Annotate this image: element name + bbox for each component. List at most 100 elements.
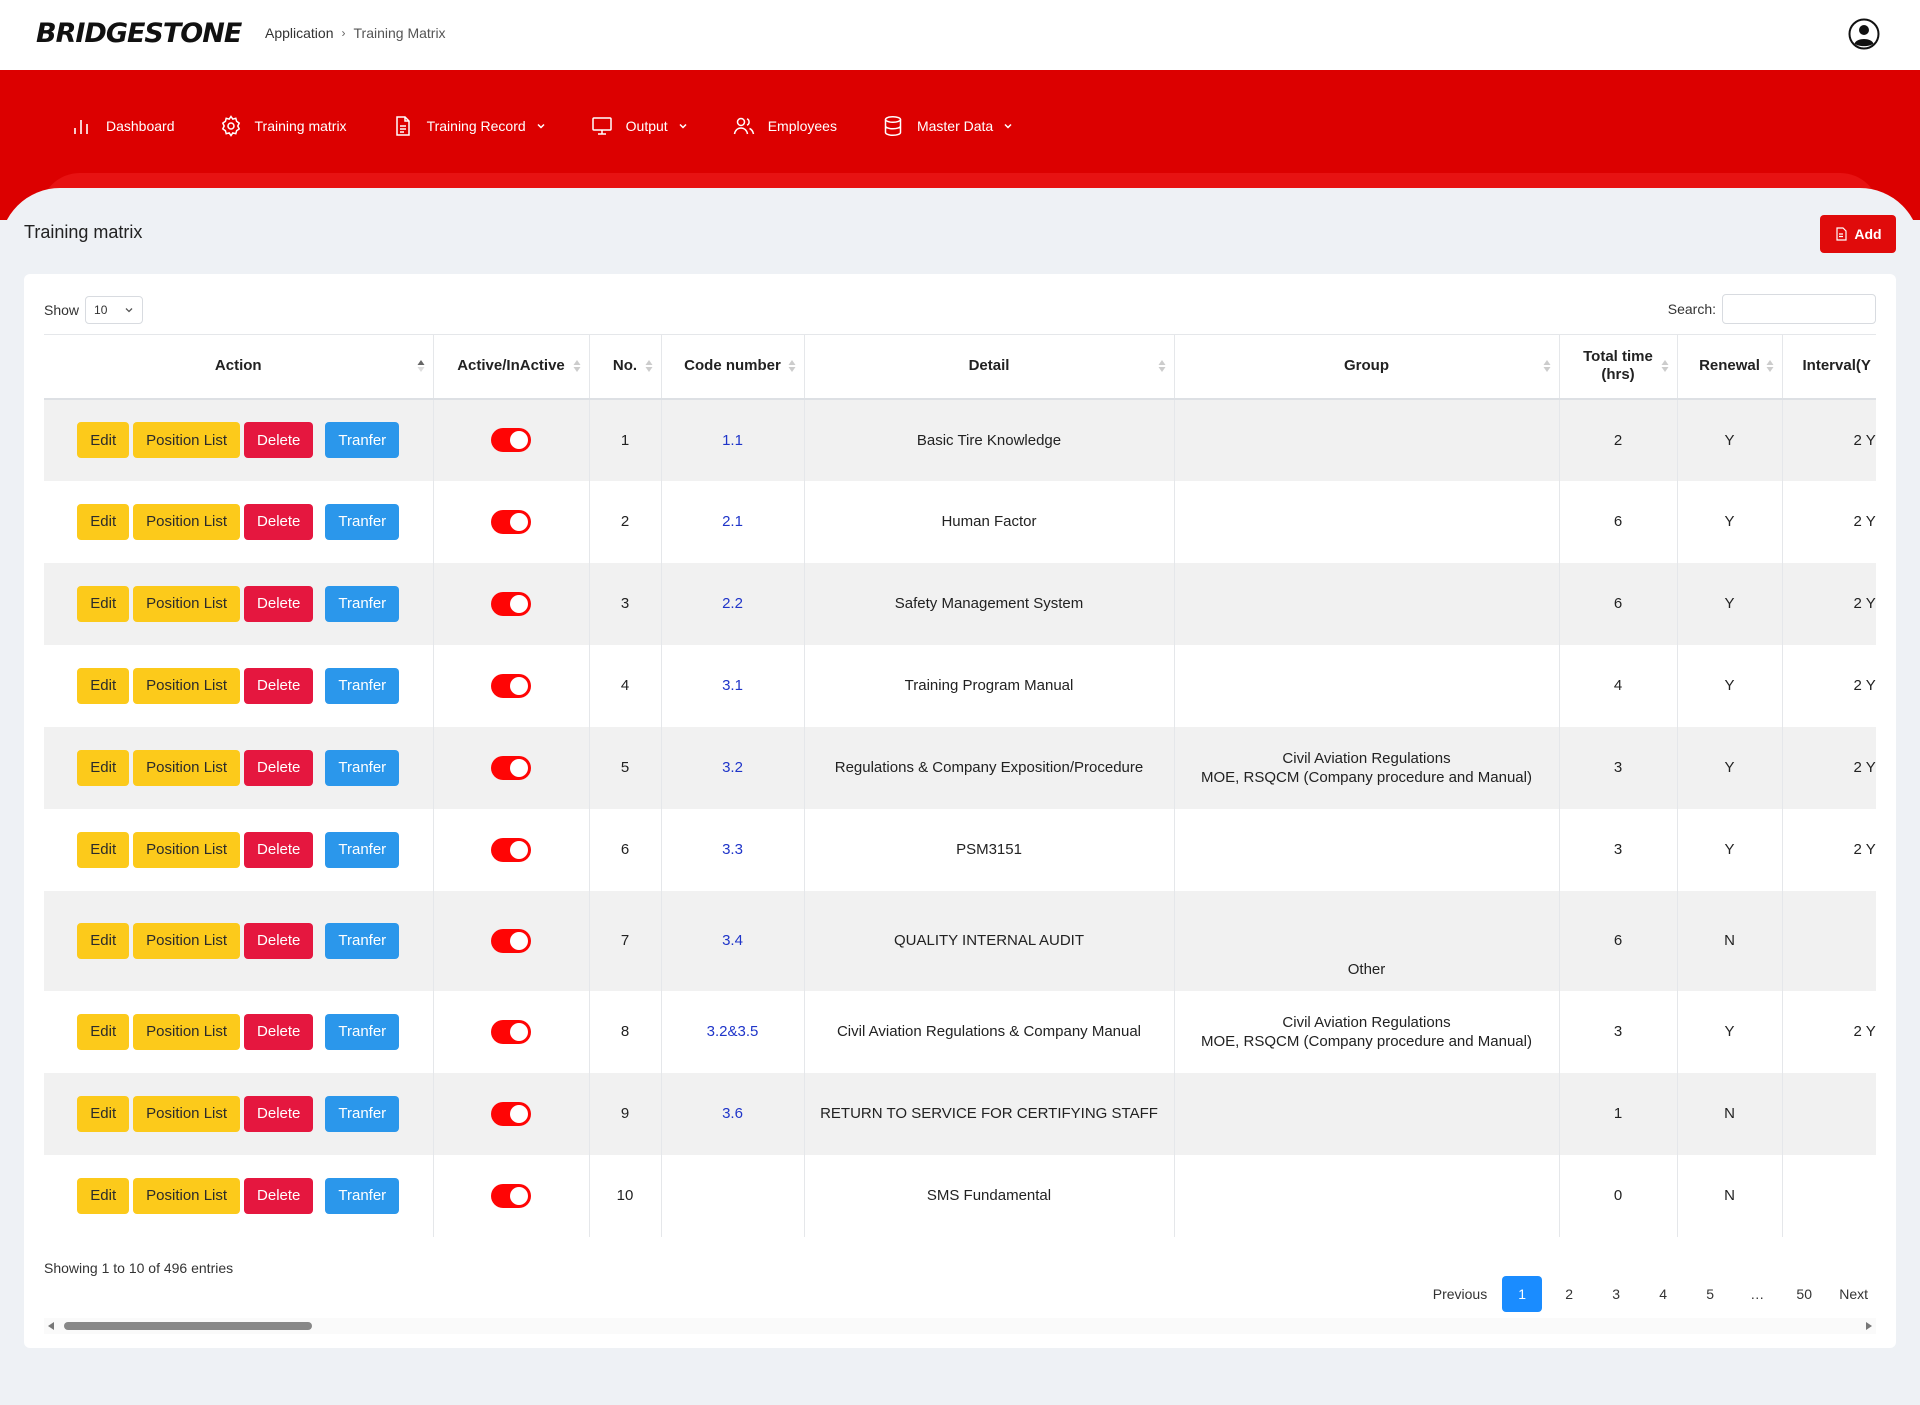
code-cell[interactable]: 2.1 (661, 480, 805, 563)
column-header-code[interactable]: Code number (661, 334, 805, 400)
position-list-button[interactable]: Position List (133, 1177, 241, 1214)
column-header-renewal[interactable]: Renewal (1677, 334, 1783, 400)
pagination-page-4[interactable]: 4 (1659, 1286, 1668, 1302)
transfer-button[interactable]: Tranfer (325, 1177, 400, 1214)
table-row: Edit Position List Delete Tranfer 3 2.2 Safety… (44, 562, 1876, 645)
active-toggle[interactable] (491, 1019, 531, 1044)
code-cell[interactable]: 3.1 (661, 644, 805, 727)
active-toggle[interactable] (491, 928, 531, 953)
table-scroll-area[interactable]: Action Active/InActive No. Code number D… (44, 334, 1876, 1237)
table-row: Edit Position List Delete Tranfer 5 3.2 Regula… (44, 726, 1876, 809)
nav-dashboard[interactable]: Dashboard (70, 114, 175, 138)
user-avatar-icon[interactable] (1848, 18, 1880, 50)
search-input[interactable] (1722, 294, 1876, 324)
delete-button[interactable]: Delete (244, 749, 314, 786)
sort-icon (1543, 360, 1550, 372)
transfer-button[interactable]: Tranfer (325, 1013, 400, 1050)
column-header-interval[interactable]: Interval(Y (1782, 334, 1876, 400)
horizontal-scrollbar[interactable] (44, 1318, 1876, 1334)
delete-button[interactable]: Delete (244, 667, 314, 704)
code-cell[interactable]: 3.3 (661, 808, 805, 891)
transfer-button[interactable]: Tranfer (325, 922, 400, 959)
position-list-button[interactable]: Position List (133, 503, 241, 540)
delete-button[interactable]: Delete (244, 831, 314, 868)
scroll-right-arrow-icon[interactable] (1866, 1322, 1872, 1330)
nav-training-matrix[interactable]: Training matrix (219, 114, 347, 138)
active-toggle[interactable] (491, 1101, 531, 1126)
brand-logo[interactable]: BRIDGESTONE (36, 18, 242, 49)
delete-button[interactable]: Delete (244, 1177, 314, 1214)
delete-button[interactable]: Delete (244, 1095, 314, 1132)
edit-button[interactable]: Edit (77, 503, 130, 540)
add-button[interactable]: Add (1820, 215, 1896, 253)
active-toggle[interactable] (491, 428, 531, 452)
column-header-total-time[interactable]: Total time (hrs) (1559, 334, 1678, 400)
edit-button[interactable]: Edit (77, 1013, 130, 1050)
delete-button[interactable]: Delete (244, 922, 314, 959)
position-list-button[interactable]: Position List (133, 749, 241, 786)
active-toggle[interactable] (491, 1183, 531, 1208)
nav-output[interactable]: Output (590, 114, 688, 138)
code-cell[interactable]: 3.2 (661, 726, 805, 809)
pagination-page-2[interactable]: 2 (1565, 1286, 1574, 1302)
action-cell: Edit Position List Delete Tranfer (44, 808, 434, 891)
nav-employees-label: Employees (767, 118, 837, 134)
edit-button[interactable]: Edit (77, 667, 130, 704)
position-list-button[interactable]: Position List (133, 667, 241, 704)
pagination-page-5[interactable]: 5 (1706, 1286, 1715, 1302)
scrollbar-thumb[interactable] (64, 1322, 312, 1330)
active-toggle[interactable] (491, 673, 531, 698)
position-list-button[interactable]: Position List (133, 922, 241, 959)
transfer-button[interactable]: Tranfer (325, 831, 400, 868)
code-cell[interactable]: 3.4 (661, 890, 805, 991)
pagination-page-1[interactable]: 1 (1502, 1276, 1543, 1312)
position-list-button[interactable]: Position List (133, 422, 241, 458)
active-toggle[interactable] (491, 591, 531, 616)
transfer-button[interactable]: Tranfer (325, 667, 400, 704)
active-toggle[interactable] (491, 509, 531, 534)
pagination-next[interactable]: Next (1839, 1286, 1868, 1302)
position-list-button[interactable]: Position List (133, 1095, 241, 1132)
transfer-button[interactable]: Tranfer (325, 503, 400, 540)
edit-button[interactable]: Edit (77, 1177, 130, 1214)
edit-button[interactable]: Edit (77, 422, 130, 458)
breadcrumb-application[interactable]: Application (265, 25, 334, 41)
position-list-button[interactable]: Position List (133, 585, 241, 622)
transfer-button[interactable]: Tranfer (325, 585, 400, 622)
active-toggle[interactable] (491, 755, 531, 780)
delete-button[interactable]: Delete (244, 585, 314, 622)
pagination-page-50[interactable]: 50 (1796, 1286, 1812, 1302)
code-cell[interactable] (661, 1154, 805, 1237)
code-cell[interactable]: 2.2 (661, 562, 805, 645)
column-header-detail[interactable]: Detail (804, 334, 1175, 400)
edit-button[interactable]: Edit (77, 831, 130, 868)
transfer-button[interactable]: Tranfer (325, 422, 400, 458)
nav-employees[interactable]: Employees (732, 114, 837, 138)
active-toggle[interactable] (491, 837, 531, 862)
nav-master-data[interactable]: Master Data (881, 114, 1013, 138)
edit-button[interactable]: Edit (77, 922, 130, 959)
column-header-action[interactable]: Action (44, 334, 434, 400)
transfer-button[interactable]: Tranfer (325, 749, 400, 786)
column-header-group[interactable]: Group (1174, 334, 1560, 400)
page-size-select[interactable]: 10 (85, 296, 144, 324)
transfer-button[interactable]: Tranfer (325, 1095, 400, 1132)
edit-button[interactable]: Edit (77, 749, 130, 786)
delete-button[interactable]: Delete (244, 422, 314, 458)
nav-training-record[interactable]: Training Record (391, 114, 546, 138)
pagination-page-3[interactable]: 3 (1612, 1286, 1621, 1302)
position-list-button[interactable]: Position List (133, 831, 241, 868)
edit-button[interactable]: Edit (77, 1095, 130, 1132)
search-label: Search: (1667, 301, 1716, 317)
position-list-button[interactable]: Position List (133, 1013, 241, 1050)
delete-button[interactable]: Delete (244, 503, 314, 540)
code-cell[interactable]: 3.6 (661, 1072, 805, 1155)
delete-button[interactable]: Delete (244, 1013, 314, 1050)
column-header-no[interactable]: No. (589, 334, 662, 400)
code-cell[interactable]: 3.2&3.5 (661, 990, 805, 1073)
code-cell[interactable]: 1.1 (661, 398, 805, 481)
scroll-left-arrow-icon[interactable] (48, 1322, 54, 1330)
edit-button[interactable]: Edit (77, 585, 130, 622)
column-header-active[interactable]: Active/InActive (433, 334, 590, 400)
pagination-previous[interactable]: Previous (1432, 1286, 1488, 1302)
